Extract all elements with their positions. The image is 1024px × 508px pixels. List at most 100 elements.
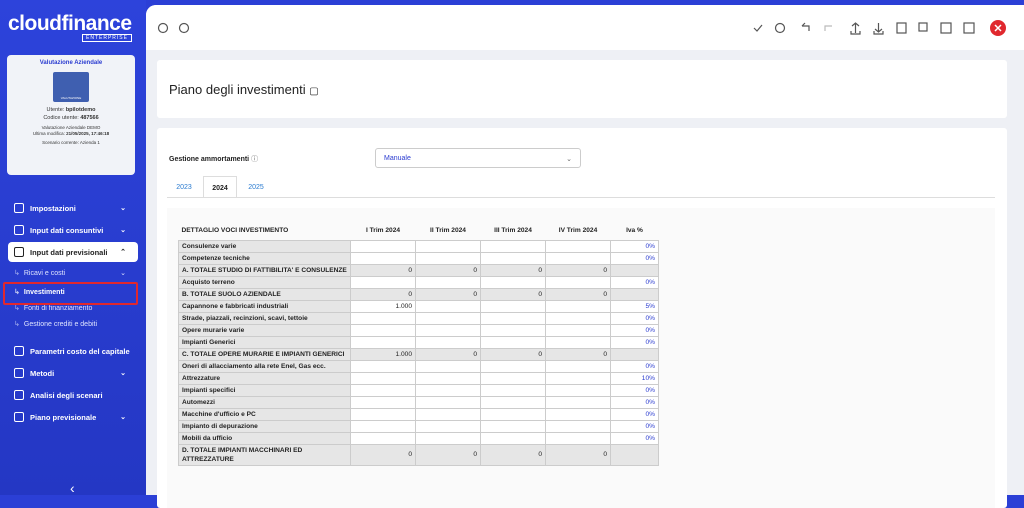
cell: 0 [480,443,546,466]
cell[interactable] [415,431,481,445]
column-header: I Trim 2024 [365,226,401,234]
cell[interactable] [480,323,546,337]
iva-cell[interactable]: 0% [610,239,659,253]
cell[interactable] [350,371,416,385]
cell[interactable] [480,299,546,313]
cell[interactable] [480,311,546,325]
cell[interactable] [480,431,546,445]
cell[interactable] [415,407,481,421]
submenu-item[interactable]: ↳ Ricavi e costi ⌄ [8,266,138,280]
iva-cell[interactable]: 0% [610,383,659,397]
iva-cell[interactable]: 0% [610,395,659,409]
cell[interactable] [350,383,416,397]
menu-label: Input dati previsionali [30,247,108,257]
iva-cell[interactable]: 0% [610,407,659,421]
info-icon: ⓘ [251,156,259,163]
cell[interactable] [415,371,481,385]
collapse-icon[interactable]: ‹ [70,480,75,496]
cell[interactable] [480,359,546,373]
submenu-item[interactable]: ↳ Fonti di finanziamento [8,301,138,315]
cell[interactable] [415,383,481,397]
row-label: Consulenze varie [178,239,351,253]
cell[interactable] [350,419,416,433]
cell[interactable] [415,275,481,289]
row: Opere murarie varie 0% [178,323,659,337]
cell[interactable] [415,335,481,349]
cell[interactable] [545,359,611,373]
cell[interactable] [415,359,481,373]
row-label: Impianti Generici [178,335,351,349]
cell[interactable] [415,419,481,433]
iva-cell[interactable]: 0% [610,311,659,325]
cell[interactable] [350,311,416,325]
cell[interactable] [545,419,611,433]
cell[interactable] [415,251,481,265]
cell[interactable] [545,311,611,325]
cell[interactable] [545,275,611,289]
cell[interactable] [415,395,481,409]
menu-item[interactable]: Parametri costo del capitale [8,341,138,361]
cell[interactable] [545,335,611,349]
tab[interactable]: 2023 [176,184,192,191]
cell[interactable] [480,407,546,421]
cell[interactable] [545,395,611,409]
iva-cell[interactable]: 0% [610,359,659,373]
cell[interactable] [480,383,546,397]
cell[interactable] [350,395,416,409]
cell[interactable] [415,311,481,325]
cell[interactable] [350,251,416,265]
cell[interactable] [480,419,546,433]
cell[interactable] [480,395,546,409]
menu-item[interactable]: Piano previsionale ⌄ [8,407,138,427]
iva-cell[interactable]: 0% [610,419,659,433]
cell[interactable] [545,299,611,313]
cell[interactable] [350,335,416,349]
select[interactable]: Manuale ⌄ [375,148,581,168]
cell[interactable] [350,239,416,253]
modified: Ultima modifica: 21/05/2025, 17:46:18 [7,131,135,137]
cell[interactable] [415,239,481,253]
submenu-item[interactable]: ↳ Gestione crediti e debiti [8,317,138,331]
cell[interactable] [545,407,611,421]
menu-item[interactable]: Input dati previsionali ⌃ [8,242,138,262]
cell[interactable] [480,335,546,349]
menu-item[interactable]: Metodi ⌄ [8,363,138,383]
iva-cell[interactable]: 5% [610,299,659,313]
cell[interactable] [545,371,611,385]
row-label: Attrezzature [178,371,351,385]
iva-cell[interactable]: 0% [610,323,659,337]
tab[interactable]: 2025 [248,184,264,191]
menu-item[interactable]: Input dati consuntivi ⌄ [8,220,138,240]
tab[interactable]: 2024 [203,176,237,198]
menu-icon [14,390,24,400]
iva-cell[interactable]: 10% [610,371,659,385]
cell[interactable] [480,251,546,265]
submenu-item[interactable]: ↳ Investimenti [8,285,138,299]
iva-cell[interactable]: 0% [610,275,659,289]
cell[interactable] [545,323,611,337]
cell[interactable] [480,239,546,253]
cell[interactable] [545,239,611,253]
iva-cell[interactable]: 0% [610,251,659,265]
cell[interactable] [350,359,416,373]
iva-cell[interactable]: 0% [610,431,659,445]
cell[interactable]: 1.000 [350,299,416,313]
cell[interactable] [415,299,481,313]
cell[interactable] [415,323,481,337]
cell[interactable] [545,431,611,445]
cell[interactable] [545,383,611,397]
chevron: ⌃ [120,249,126,256]
menu-label: Impostazioni [30,203,76,213]
menu-item[interactable]: Analisi degli scenari [8,385,138,405]
cell[interactable] [480,275,546,289]
cell[interactable] [350,407,416,421]
iva-cell[interactable]: 0% [610,335,659,349]
cell[interactable] [545,251,611,265]
edition: ENTERPRISE [82,34,132,42]
menu-item[interactable]: Impostazioni ⌄ [8,198,138,218]
cell[interactable] [350,323,416,337]
cell[interactable] [480,371,546,385]
cell[interactable] [350,275,416,289]
cell[interactable] [350,431,416,445]
